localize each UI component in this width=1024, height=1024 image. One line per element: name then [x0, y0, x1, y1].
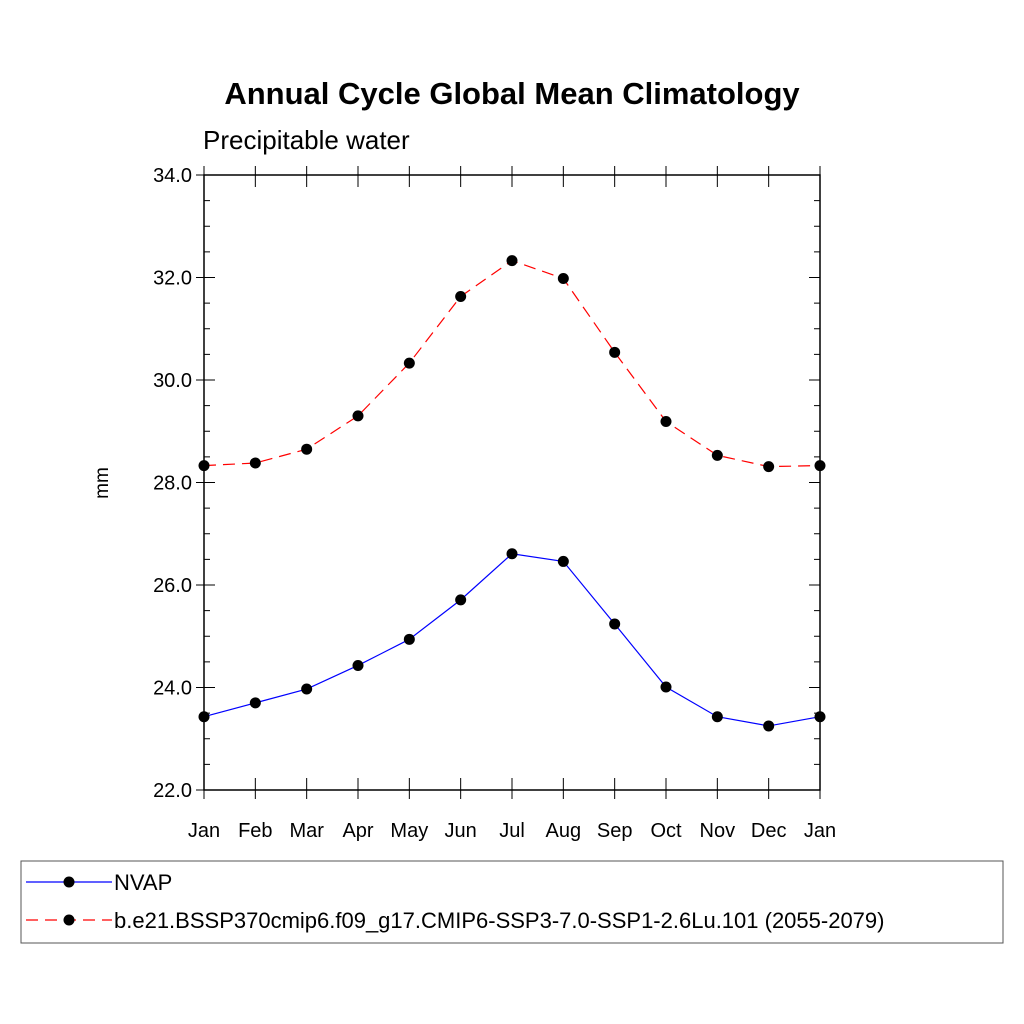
data-point — [403, 633, 415, 645]
data-point — [506, 548, 518, 560]
x-tick-label: Oct — [650, 820, 682, 842]
data-point — [660, 416, 672, 428]
legend-marker — [63, 876, 75, 888]
data-point — [301, 443, 313, 455]
x-tick-label: May — [390, 820, 428, 842]
y-tick-label: 34.0 — [153, 165, 192, 187]
legend-label: b.e21.BSSP370cmip6.f09_g17.CMIP6-SSP3-7.… — [114, 908, 884, 933]
y-tick-label: 22.0 — [153, 780, 192, 802]
x-tick-label: Nov — [700, 820, 736, 842]
x-tick-label: Jan — [804, 820, 836, 842]
tick-labels: 22.0 24.0 26.0 28.0 30.0 32.0 34.0 Jan Feb Mar Apr… — [153, 165, 836, 842]
x-tick-label: Feb — [238, 820, 272, 842]
data-point — [763, 720, 775, 732]
y-tick-label: 30.0 — [153, 370, 192, 392]
chart-title: Annual Cycle Global Mean Climatology — [224, 76, 800, 111]
x-tick-label: Jul — [499, 820, 525, 842]
data-point — [455, 594, 467, 606]
data-point — [455, 290, 467, 302]
data-point — [557, 555, 569, 567]
y-tick-label: 26.0 — [153, 575, 192, 597]
plot-frame — [203, 174, 821, 791]
legend: NVAP b.e21.BSSP370cmip6.f09_g17.CMIP6-SSP… — [26, 870, 884, 933]
y-axis-label: mm — [92, 467, 113, 499]
series-2 — [198, 255, 826, 473]
x-tick-label: Mar — [289, 820, 324, 842]
y-tick-label: 28.0 — [153, 473, 192, 495]
y-tick-label: 24.0 — [153, 678, 192, 700]
x-tick-label: Sep — [597, 820, 633, 842]
data-point — [711, 711, 723, 723]
data-point — [557, 273, 569, 285]
legend-box — [20, 860, 1004, 944]
data-point — [506, 255, 518, 267]
axis-ticks — [196, 166, 821, 799]
data-point — [763, 461, 775, 473]
data-point — [352, 410, 364, 422]
legend-label: NVAP — [114, 870, 172, 895]
series-line — [203, 553, 821, 727]
data-point — [249, 697, 261, 709]
series-line — [203, 259, 821, 468]
series-1 — [198, 548, 826, 732]
x-tick-label: Dec — [751, 820, 787, 842]
x-tick-label: Jan — [188, 820, 220, 842]
y-tick-label: 32.0 — [153, 268, 192, 290]
series-layer — [198, 255, 826, 732]
x-tick-label: Aug — [546, 820, 582, 842]
data-point — [249, 457, 261, 469]
data-point — [609, 618, 621, 630]
data-point — [352, 659, 364, 671]
data-point — [301, 683, 313, 695]
legend-marker — [63, 914, 75, 926]
x-tick-label: Apr — [342, 820, 373, 842]
data-point — [403, 357, 415, 369]
x-tick-label: Jun — [445, 820, 477, 842]
data-point — [660, 681, 672, 693]
data-point — [711, 449, 723, 461]
data-point — [609, 346, 621, 358]
chart-subtitle: Precipitable water — [203, 125, 410, 155]
